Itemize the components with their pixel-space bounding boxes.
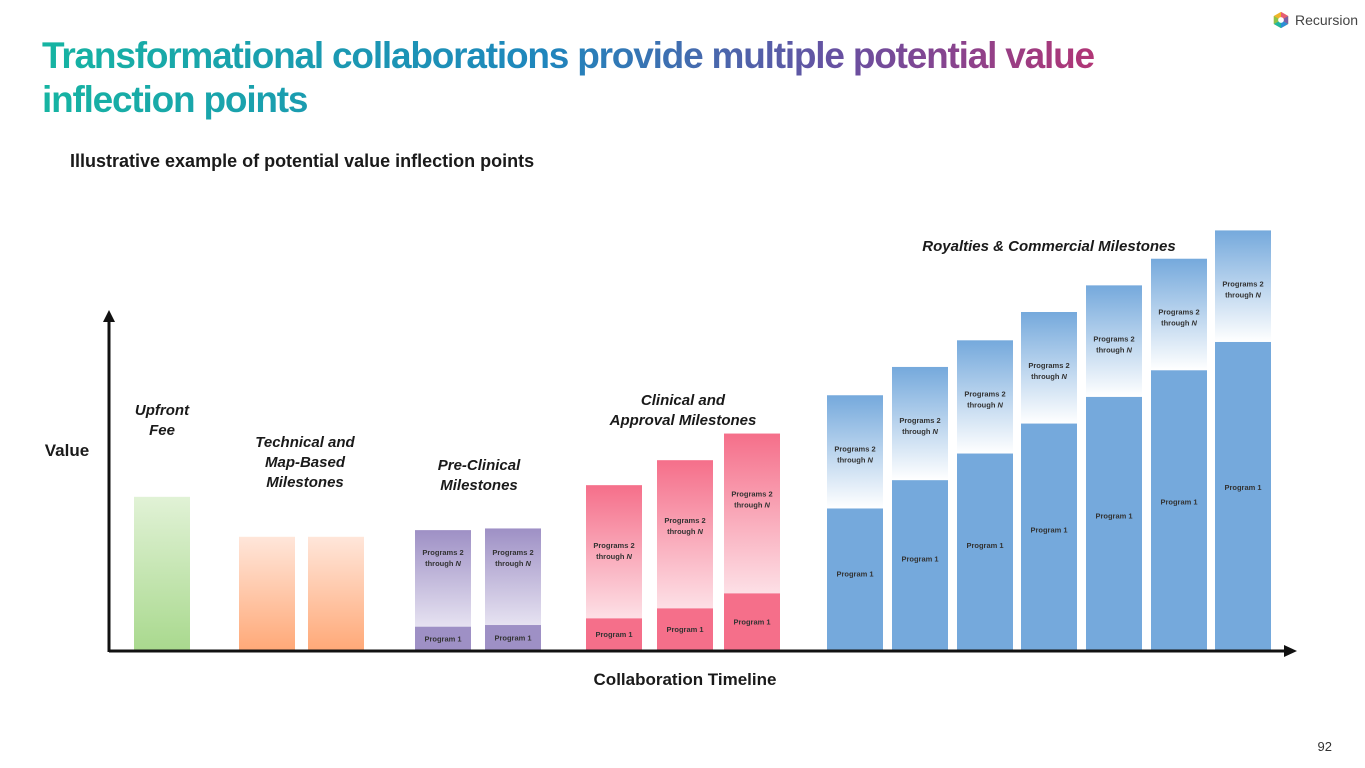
programs-2-n-label-line2: through N xyxy=(1031,372,1067,381)
bar-segment-program-1 xyxy=(957,453,1013,650)
bar-segment-programs-2-n xyxy=(1215,230,1271,342)
programs-2-n-label: Programs 2 xyxy=(1093,334,1134,343)
programs-2-n-label-line2: through N xyxy=(596,552,632,561)
program-1-label: Program 1 xyxy=(1160,498,1197,507)
programs-2-n-label: Programs 2 xyxy=(593,541,634,550)
programs-2-n-label-line2: through N xyxy=(967,400,1003,409)
program-1-label: Program 1 xyxy=(1224,483,1261,492)
program-1-label: Program 1 xyxy=(666,625,703,634)
programs-2-n-label-line2: through N xyxy=(425,559,461,568)
group-label-4: Clinical and Approval Milestones xyxy=(609,392,757,429)
programs-2-n-label: Programs 2 xyxy=(899,416,940,425)
bar-group-4: Program 1 Programs 2 through N Program 1 Pro… xyxy=(586,433,780,650)
hexagon-logo-icon xyxy=(1273,11,1289,29)
bar-segment-program-1 xyxy=(415,626,471,650)
bar-group-5: Program 1 Programs 2 through N Program 1 Pro… xyxy=(827,230,1271,650)
program-1-label: Program 1 xyxy=(595,630,632,639)
programs-2-n-label: Programs 2 xyxy=(1158,308,1199,317)
bar xyxy=(308,536,364,650)
programs-2-n-label-line2: through N xyxy=(1225,290,1261,299)
y-axis-label: Value xyxy=(45,441,89,460)
bar xyxy=(134,496,190,650)
programs-2-n-label: Programs 2 xyxy=(1028,361,1069,370)
bar-segment-program-1 xyxy=(827,508,883,650)
bar-segment-program-1 xyxy=(657,608,713,650)
program-1-label: Program 1 xyxy=(1030,525,1067,534)
x-axis-arrow xyxy=(1284,645,1297,657)
bar-segment-programs-2-n xyxy=(957,340,1013,454)
group-label-5: Royalties & Commercial Milestones xyxy=(922,238,1175,255)
program-1-label: Program 1 xyxy=(733,618,770,627)
bar-segment-programs-2-n xyxy=(827,395,883,509)
y-axis-arrow xyxy=(103,310,115,322)
programs-2-n-label: Programs 2 xyxy=(492,548,533,557)
bar-segment-programs-2-n xyxy=(724,433,780,594)
programs-2-n-label-line2: through N xyxy=(837,455,873,464)
bar-group-2 xyxy=(239,536,364,650)
chart-subtitle: Illustrative example of potential value … xyxy=(70,151,535,171)
programs-2-n-label-line2: through N xyxy=(902,427,938,436)
group-label-2: Technical and Map-Based Milestones xyxy=(255,434,355,491)
programs-2-n-label: Programs 2 xyxy=(1222,279,1263,288)
bar-segment-programs-2-n xyxy=(1021,312,1077,424)
bar-segment-programs-2-n xyxy=(657,460,713,609)
recursion-logo: Recursion xyxy=(1272,11,1358,29)
program-1-label: Program 1 xyxy=(836,569,873,578)
programs-2-n-label-line2: through N xyxy=(734,501,770,510)
bar-segment-program-1 xyxy=(1151,370,1207,650)
bar xyxy=(239,536,295,650)
programs-2-n-label-line2: through N xyxy=(495,559,531,568)
page-number: 92 xyxy=(1317,739,1332,754)
program-1-label: Program 1 xyxy=(1095,511,1132,520)
bar-segment-program-1 xyxy=(1215,341,1271,650)
programs-2-n-label-line2: through N xyxy=(667,527,703,536)
page-title: Transformational collaborations provide … xyxy=(42,34,1162,122)
bar-segment-program-1 xyxy=(892,480,948,650)
bar-segment-programs-2-n xyxy=(415,530,471,627)
bar-group-1 xyxy=(134,496,190,650)
bar-segment-programs-2-n xyxy=(1151,258,1207,371)
group-label-1: Upfront Fee xyxy=(135,402,190,439)
program-1-label: Program 1 xyxy=(901,555,938,564)
bar-segment-programs-2-n xyxy=(892,366,948,481)
bar-segment-program-1 xyxy=(485,625,541,650)
bar-segment-programs-2-n xyxy=(586,485,642,619)
programs-2-n-label: Programs 2 xyxy=(964,389,1005,398)
bar-segment-program-1 xyxy=(1086,396,1142,650)
group-label-3: Pre-Clinical Milestones xyxy=(438,457,521,494)
programs-2-n-label: Programs 2 xyxy=(664,516,705,525)
programs-2-n-label: Programs 2 xyxy=(834,444,875,453)
programs-2-n-label: Programs 2 xyxy=(731,490,772,499)
bar-group-3: Program 1 Programs 2 through N Program 1 Pro… xyxy=(415,528,541,650)
bar-segment-program-1 xyxy=(586,618,642,650)
bar-segment-program-1 xyxy=(1021,423,1077,650)
program-1-label: Program 1 xyxy=(966,541,1003,550)
program-1-label: Program 1 xyxy=(424,634,461,643)
bar-segment-programs-2-n xyxy=(485,528,541,626)
x-axis-label: Collaboration Timeline xyxy=(594,670,777,689)
bar-segment-program-1 xyxy=(724,593,780,650)
programs-2-n-label-line2: through N xyxy=(1096,345,1132,354)
program-1-label: Program 1 xyxy=(494,634,531,643)
programs-2-n-label: Programs 2 xyxy=(422,548,463,557)
bar-segment-programs-2-n xyxy=(1086,285,1142,397)
programs-2-n-label-line2: through N xyxy=(1161,319,1197,328)
logo-wordmark: Recursion xyxy=(1295,12,1359,28)
